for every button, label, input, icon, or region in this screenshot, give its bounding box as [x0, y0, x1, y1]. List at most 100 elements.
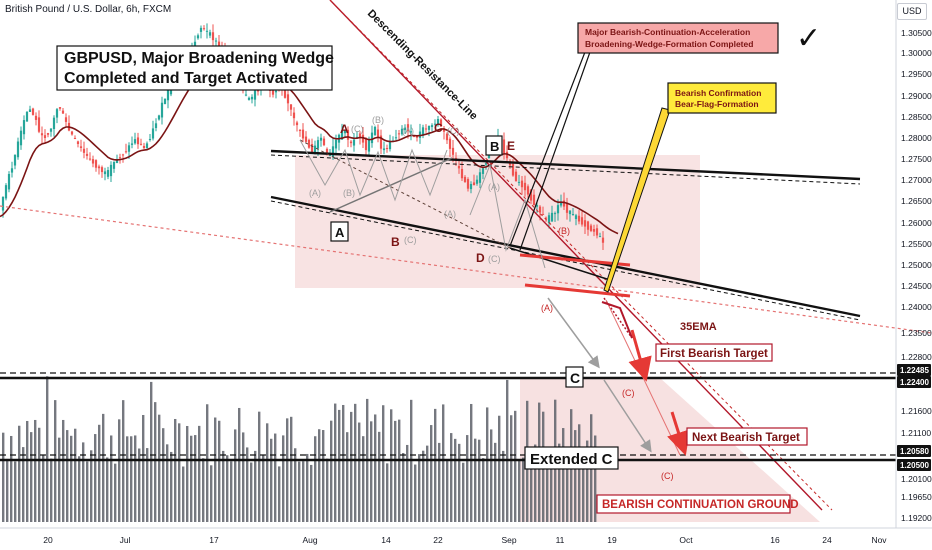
candle-body	[316, 140, 320, 149]
candle-body	[301, 129, 305, 139]
candle-body	[58, 107, 62, 109]
candle-body	[289, 104, 293, 110]
volume-bar	[394, 420, 397, 522]
candle-body	[457, 166, 461, 169]
candle-body	[373, 126, 377, 136]
y-tick-label: 1.26500	[901, 196, 932, 206]
y-tick-label: 1.25000	[901, 260, 932, 270]
volume-bar	[586, 440, 589, 522]
sub-b-2: (B)	[343, 188, 355, 198]
candle-body	[478, 172, 482, 183]
sub-a-1: (A)	[402, 126, 414, 136]
candle-body	[253, 90, 257, 100]
dark-red-arrow	[601, 301, 633, 339]
volume-bar	[346, 432, 349, 522]
volume-bar	[490, 429, 493, 522]
candle-body	[25, 111, 29, 122]
candle-body	[556, 205, 560, 214]
bear-flag-top	[519, 253, 631, 267]
wave-label-e: E	[507, 139, 515, 153]
volume-bar	[518, 460, 521, 522]
volume-bar	[170, 451, 173, 522]
volume-bar	[462, 462, 465, 522]
volume-bar	[330, 420, 333, 522]
y-tick-label: 1.25500	[901, 239, 932, 249]
y-tick-label: 1.30000	[901, 48, 932, 58]
volume-bar	[74, 428, 77, 522]
volume-bar	[206, 404, 209, 522]
volume-bar	[194, 435, 197, 522]
x-tick-label: 19	[607, 535, 617, 545]
candle-body	[406, 124, 410, 132]
wave-b-box	[485, 135, 503, 156]
pink-callout-line-2: Broadening-Wedge-Formation Completed	[585, 39, 753, 49]
volume-bar	[246, 447, 249, 522]
candle-body	[154, 123, 158, 129]
candle-body	[88, 158, 92, 160]
wave-zigzag	[299, 139, 448, 202]
candle-body	[511, 163, 515, 176]
volume-bar	[2, 432, 5, 522]
volume-bar	[318, 429, 321, 522]
volume-bar	[594, 435, 597, 522]
candle-body	[592, 229, 596, 232]
candle-body	[532, 194, 536, 206]
candle-body	[334, 139, 338, 149]
candle-body	[148, 138, 152, 140]
red-arrow-1	[628, 329, 652, 382]
volume-bar	[30, 432, 33, 522]
first-target-label: First Bearish Target	[660, 348, 768, 360]
volume-bar	[398, 419, 401, 522]
volume-bar	[546, 447, 549, 522]
candle-body	[412, 136, 416, 138]
red-sub-c-1: (C)	[622, 388, 635, 398]
volume-bar	[374, 414, 377, 522]
candle-body	[205, 30, 209, 32]
volume-bar	[406, 444, 409, 522]
candle-body	[352, 139, 356, 146]
volume-bar	[50, 458, 53, 522]
candle-body	[388, 141, 392, 150]
volume-bar	[474, 438, 477, 522]
checkmark-icon: ✓	[796, 22, 821, 55]
sub-c-2: (C)	[447, 126, 460, 136]
y-tick-label: 1.28000	[901, 133, 932, 143]
candle-body	[109, 164, 113, 177]
candle-body	[115, 159, 119, 164]
wave-a-box-label: A	[335, 225, 345, 240]
candle-body	[394, 137, 398, 139]
volume-bar	[306, 453, 309, 522]
candle-body	[274, 90, 278, 93]
volume-bar	[466, 435, 469, 522]
resistance-line-label: Descending-Resistance-Line	[365, 8, 480, 123]
candle-body	[19, 130, 23, 146]
volume-bar	[42, 454, 45, 522]
y-tick-label: 1.27000	[901, 175, 932, 185]
volume-bar	[242, 432, 245, 522]
volume-bar	[278, 466, 281, 522]
candle-body	[550, 212, 554, 222]
volume-bar	[66, 430, 69, 522]
candle-body	[64, 117, 68, 122]
candle-body	[1, 196, 5, 211]
volume-bar	[126, 436, 129, 522]
currency-button[interactable]: USD	[897, 3, 927, 20]
candle-body	[157, 115, 161, 120]
x-tick-label: 14	[381, 535, 391, 545]
title-box	[56, 45, 333, 91]
candle-body	[364, 138, 368, 151]
candle-body	[82, 148, 86, 153]
candle-body	[214, 40, 218, 42]
volume-bar	[534, 444, 537, 522]
sub-c-3: (C)	[404, 235, 417, 245]
volume-bar	[282, 435, 285, 522]
candle-body	[586, 221, 590, 230]
candle-body	[124, 151, 128, 153]
candle-body	[244, 94, 248, 96]
volume-bar	[274, 433, 277, 522]
candle-body	[85, 153, 89, 156]
candle-body	[559, 201, 563, 206]
volume-bar	[286, 418, 289, 522]
candle-body	[127, 145, 131, 152]
